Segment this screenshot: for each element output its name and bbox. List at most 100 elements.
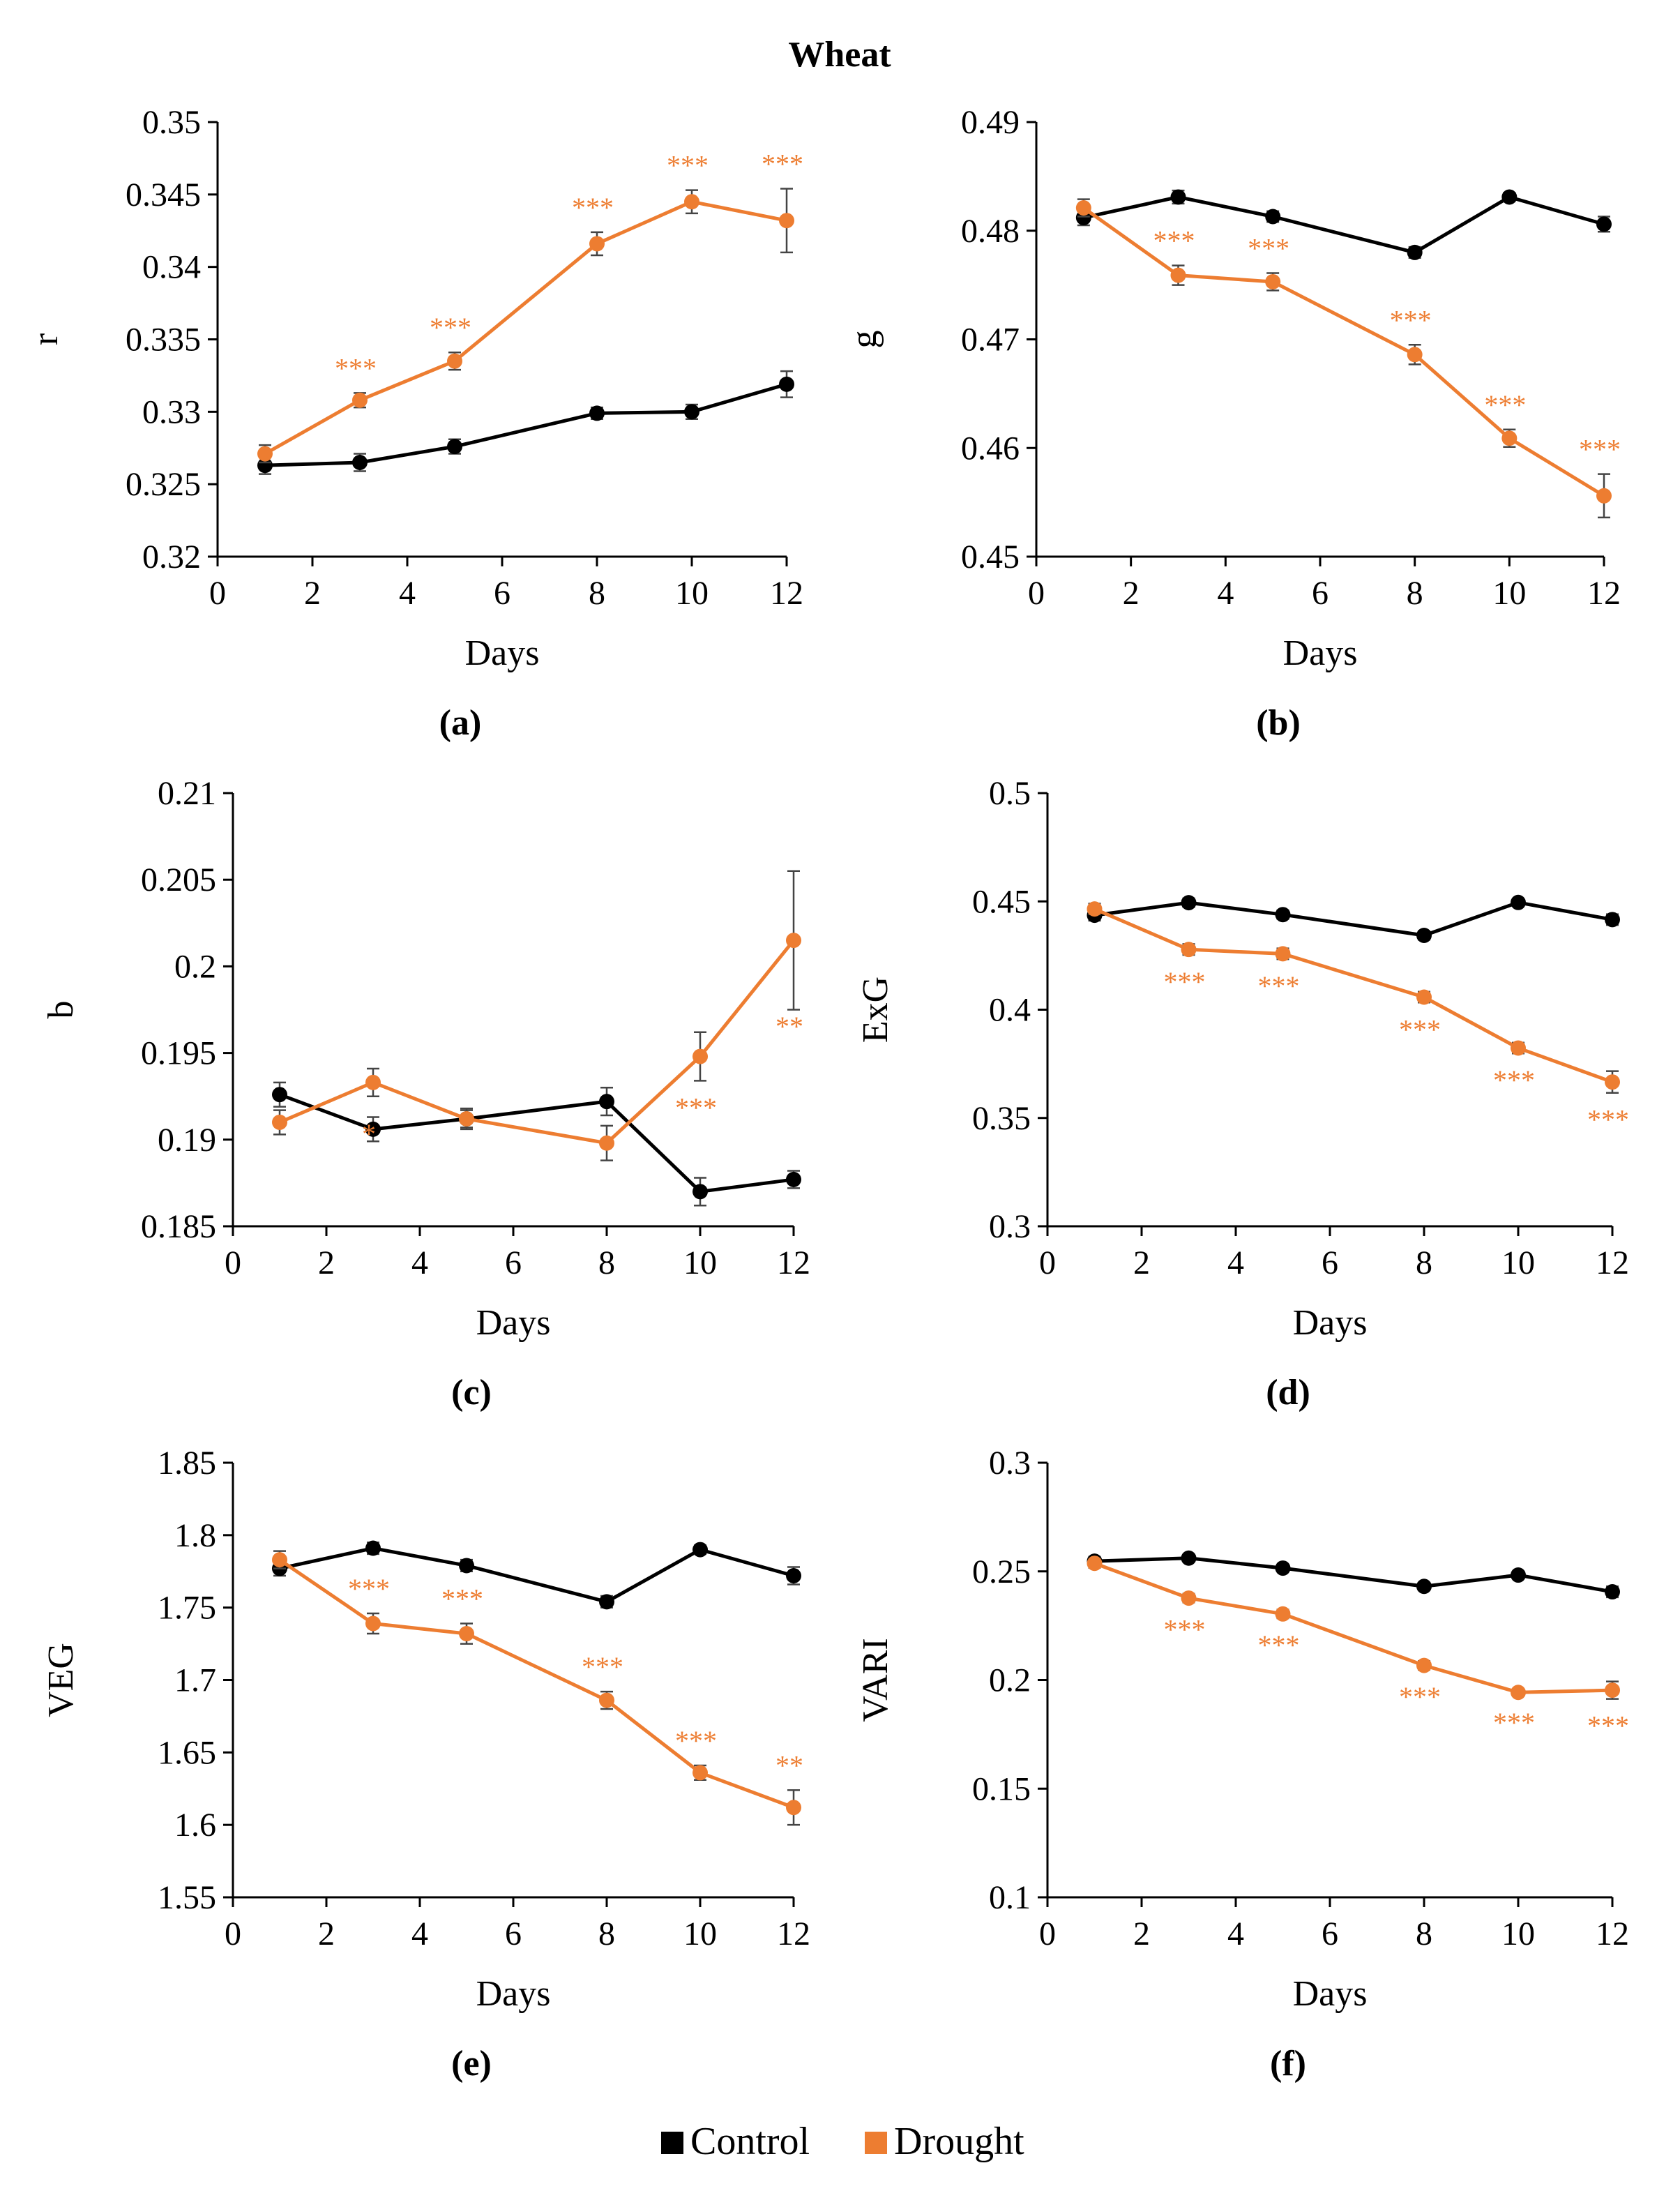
data-point-drought bbox=[786, 933, 801, 949]
x-axis-title: Days bbox=[1283, 633, 1358, 673]
data-point-control bbox=[684, 404, 699, 420]
data-point-drought bbox=[693, 1765, 708, 1781]
data-point-drought bbox=[447, 353, 462, 369]
x-tick-label: 6 bbox=[494, 575, 510, 612]
x-tick-label: 4 bbox=[411, 1244, 428, 1281]
series-control bbox=[272, 1081, 801, 1207]
x-tick-label: 4 bbox=[411, 1915, 428, 1952]
data-point-control bbox=[1511, 1567, 1526, 1583]
y-tick-label: 0.5 bbox=[989, 775, 1031, 812]
significance-label: ** bbox=[775, 1749, 803, 1781]
y-axis-title: r bbox=[26, 333, 66, 345]
data-point-drought bbox=[257, 446, 273, 462]
series-control bbox=[1087, 1550, 1620, 1600]
y-tick-label: 0.1 bbox=[989, 1879, 1031, 1916]
data-point-control bbox=[1416, 927, 1432, 943]
significance-label: *** bbox=[1484, 389, 1526, 421]
significance-label: *** bbox=[1164, 1613, 1206, 1645]
data-point-control bbox=[1416, 1579, 1432, 1595]
x-tick-label: 6 bbox=[505, 1915, 522, 1952]
data-point-drought bbox=[1181, 1590, 1197, 1606]
significance-label: *** bbox=[1248, 232, 1289, 264]
y-tick-label: 0.335 bbox=[126, 322, 201, 359]
series-line-drought bbox=[278, 1558, 794, 1809]
data-point-drought bbox=[1087, 1556, 1103, 1572]
significance-label: *** bbox=[1579, 434, 1621, 465]
data-point-drought bbox=[1181, 942, 1197, 958]
x-tick-label: 8 bbox=[1416, 1915, 1432, 1952]
data-point-drought bbox=[1596, 488, 1612, 504]
x-tick-label: 2 bbox=[1133, 1244, 1150, 1281]
y-tick-label: 0.15 bbox=[972, 1770, 1031, 1807]
data-point-drought bbox=[1170, 267, 1186, 283]
x-tick-label: 4 bbox=[399, 575, 416, 612]
significance-label: *** bbox=[582, 1651, 623, 1682]
y-axis-title: b bbox=[41, 1001, 81, 1019]
y-tick-label: 1.6 bbox=[174, 1807, 216, 1844]
panel-label: (a) bbox=[439, 703, 482, 743]
series-control bbox=[257, 370, 794, 475]
x-tick-label: 6 bbox=[1322, 1244, 1338, 1281]
data-point-control bbox=[1265, 209, 1281, 225]
x-tick-label: 2 bbox=[318, 1244, 335, 1281]
data-point-drought bbox=[459, 1110, 474, 1127]
data-point-control bbox=[1511, 894, 1526, 910]
data-point-control bbox=[1407, 244, 1423, 260]
data-point-control bbox=[1170, 189, 1186, 205]
y-tick-label: 0.2 bbox=[174, 948, 216, 985]
data-point-drought bbox=[684, 194, 699, 210]
series-line-control bbox=[279, 1092, 794, 1193]
data-point-drought bbox=[1605, 1074, 1620, 1090]
y-tick-label: 0.45 bbox=[972, 883, 1031, 920]
panel-label: (e) bbox=[451, 2044, 492, 2084]
significance-label: * bbox=[362, 1118, 376, 1150]
y-tick-label: 0.2 bbox=[989, 1662, 1031, 1699]
data-point-drought bbox=[599, 1692, 614, 1708]
y-tick-label: 0.4 bbox=[989, 992, 1031, 1029]
x-tick-label: 12 bbox=[1587, 575, 1621, 612]
panel-label: (b) bbox=[1256, 703, 1301, 743]
x-tick-label: 0 bbox=[1039, 1244, 1056, 1281]
y-tick-label: 0.47 bbox=[961, 322, 1020, 359]
significance-label: *** bbox=[1164, 966, 1206, 997]
data-point-drought bbox=[599, 1135, 614, 1151]
legend: Control Drought bbox=[661, 2120, 1024, 2163]
y-axis-title: VARI bbox=[856, 1638, 895, 1722]
series-drought: *** *** *** *** *** bbox=[1087, 1556, 1629, 1742]
x-tick-label: 0 bbox=[225, 1915, 241, 1952]
series-line-control bbox=[1083, 195, 1605, 255]
significance-label: *** bbox=[572, 192, 614, 223]
significance-label: *** bbox=[1258, 970, 1300, 1002]
data-point-control bbox=[257, 458, 273, 474]
y-tick-label: 0.3 bbox=[989, 1445, 1031, 1482]
x-tick-label: 8 bbox=[589, 575, 605, 612]
data-point-control bbox=[352, 455, 368, 471]
chart-panel-2: 0.45 0.46 0.47 0.48 0.49 0 2 4 6 8 10 12 Days g (b) ***… bbox=[845, 104, 1621, 743]
series-line-control bbox=[279, 1546, 794, 1604]
y-tick-label: 0.325 bbox=[126, 466, 201, 503]
series-drought: *** *** *** *** *** bbox=[1087, 901, 1629, 1136]
data-point-drought bbox=[1075, 200, 1091, 216]
x-tick-label: 8 bbox=[1416, 1244, 1432, 1281]
data-point-drought bbox=[272, 1114, 287, 1130]
y-axis-title: ExG bbox=[856, 977, 895, 1043]
y-tick-label: 0.21 bbox=[158, 775, 216, 812]
series-line-control bbox=[1094, 901, 1613, 937]
y-tick-label: 0.25 bbox=[972, 1553, 1031, 1590]
series-line-drought bbox=[1093, 1561, 1613, 1694]
significance-label: *** bbox=[762, 149, 803, 180]
data-point-control bbox=[786, 1567, 801, 1583]
data-point-drought bbox=[1275, 1606, 1291, 1622]
data-point-drought bbox=[1265, 273, 1281, 289]
x-axis-title: Days bbox=[476, 1303, 551, 1343]
series-drought: ****** bbox=[272, 870, 803, 1161]
series-drought: *** *********** bbox=[272, 1550, 803, 1826]
chart-panel-1: 0.32 0.325 0.33 0.335 0.34 0.345 0.35 0 2 4 6 8 10 12… bbox=[26, 104, 803, 743]
significance-label: *** bbox=[335, 352, 377, 384]
panel-label: (d) bbox=[1266, 1373, 1310, 1413]
data-point-drought bbox=[1416, 989, 1432, 1005]
y-tick-label: 0.32 bbox=[142, 538, 201, 575]
